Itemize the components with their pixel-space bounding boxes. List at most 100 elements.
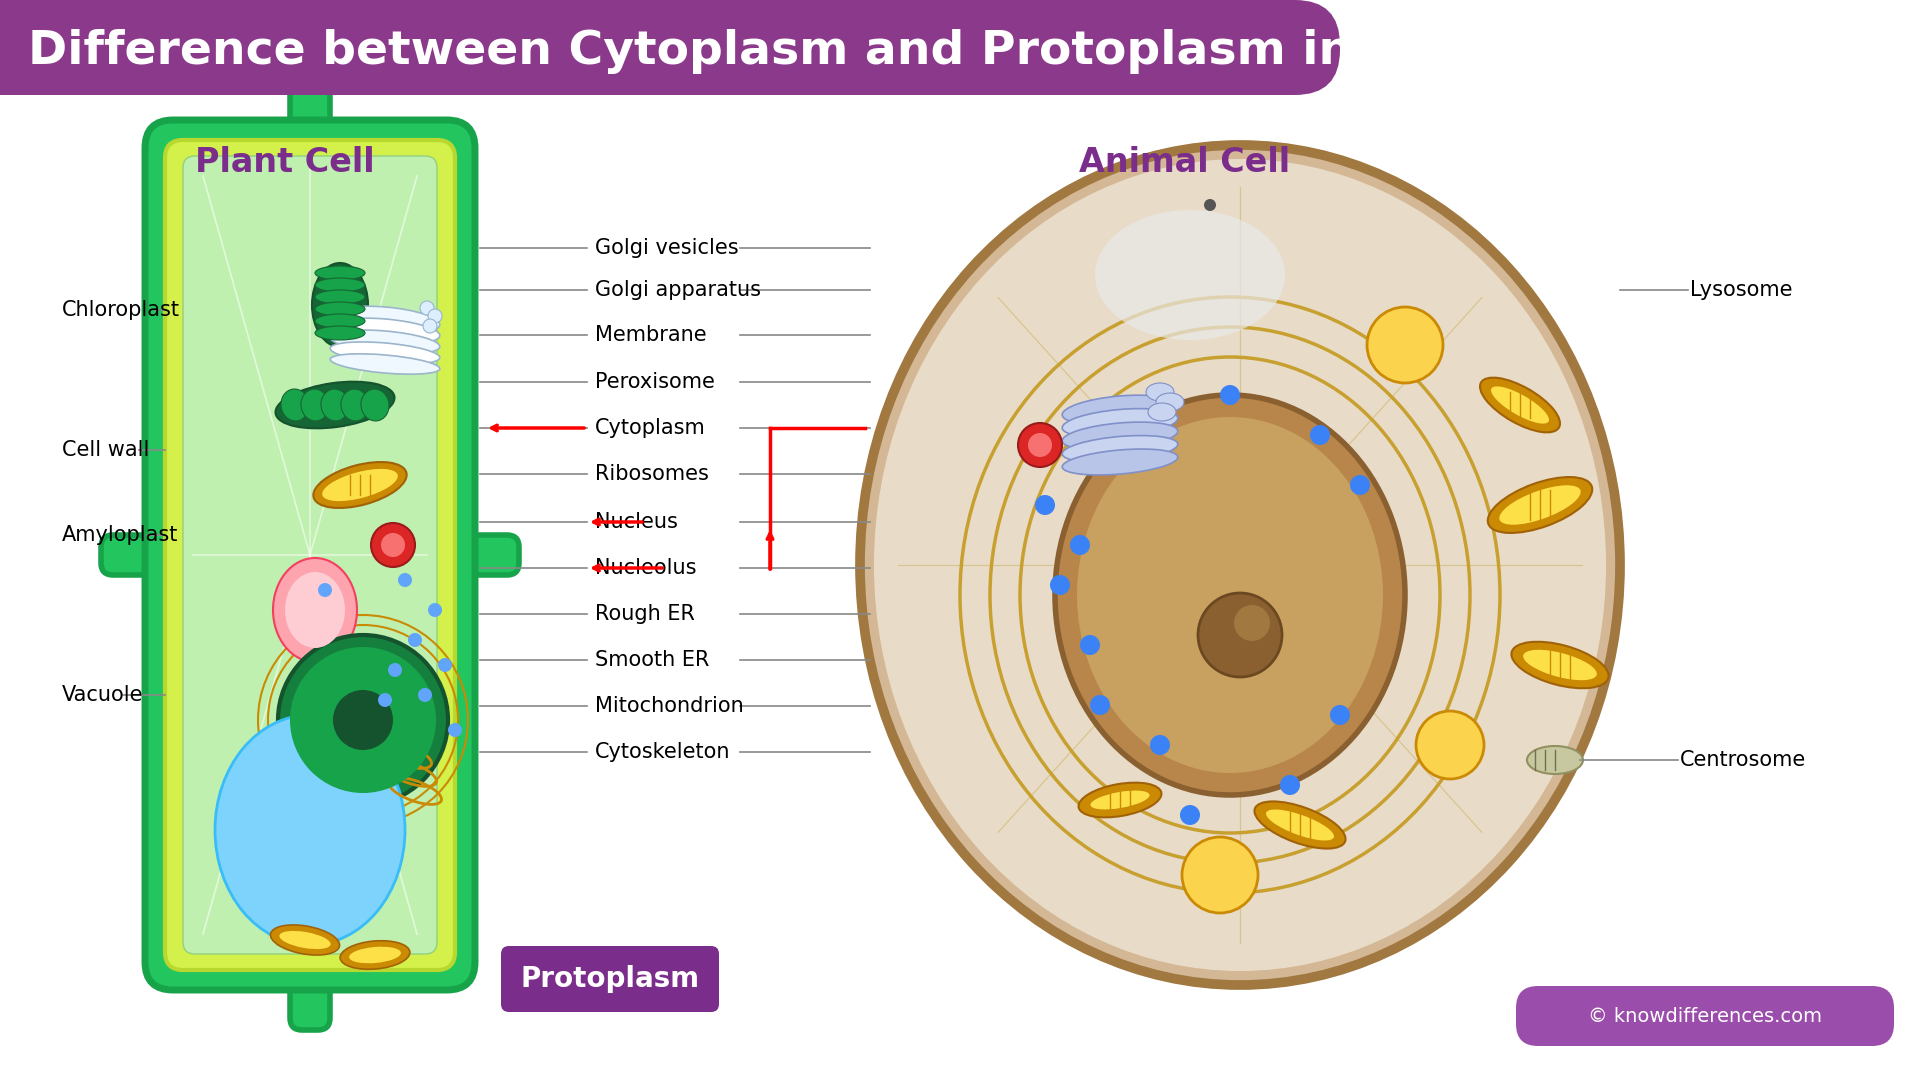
Ellipse shape: [1146, 383, 1173, 401]
Circle shape: [447, 723, 463, 737]
Circle shape: [1079, 635, 1100, 654]
Circle shape: [1069, 535, 1091, 555]
Text: Nucleolus: Nucleolus: [595, 558, 697, 578]
Ellipse shape: [874, 159, 1605, 971]
Circle shape: [380, 534, 405, 557]
Ellipse shape: [278, 931, 330, 949]
Circle shape: [319, 583, 332, 597]
Text: Nucleus: Nucleus: [595, 512, 678, 532]
Circle shape: [1331, 705, 1350, 725]
Text: Peroxisome: Peroxisome: [595, 372, 714, 392]
Ellipse shape: [349, 947, 401, 963]
Text: Plant Cell: Plant Cell: [196, 146, 374, 178]
FancyBboxPatch shape: [501, 946, 718, 1012]
Circle shape: [428, 603, 442, 617]
Circle shape: [1219, 384, 1240, 405]
Ellipse shape: [280, 389, 309, 421]
Circle shape: [438, 658, 451, 672]
Text: Smooth ER: Smooth ER: [595, 650, 708, 670]
Circle shape: [1235, 605, 1269, 642]
Text: Chloroplast: Chloroplast: [61, 300, 180, 320]
Ellipse shape: [1500, 485, 1580, 525]
Ellipse shape: [315, 278, 365, 292]
Ellipse shape: [330, 319, 440, 343]
Circle shape: [1417, 711, 1484, 779]
Text: Cytoskeleton: Cytoskeleton: [595, 742, 730, 762]
Circle shape: [378, 693, 392, 707]
Ellipse shape: [1062, 435, 1177, 462]
Circle shape: [1018, 423, 1062, 467]
Ellipse shape: [1094, 210, 1284, 340]
Ellipse shape: [1062, 449, 1177, 475]
Circle shape: [1367, 307, 1444, 383]
Text: Vacuole: Vacuole: [61, 685, 144, 705]
Ellipse shape: [330, 342, 440, 364]
FancyBboxPatch shape: [290, 976, 330, 1030]
Ellipse shape: [1511, 642, 1609, 688]
Ellipse shape: [1054, 395, 1405, 795]
Circle shape: [1181, 805, 1200, 825]
Ellipse shape: [1526, 746, 1582, 774]
Ellipse shape: [315, 302, 365, 316]
Text: Golgi apparatus: Golgi apparatus: [595, 280, 760, 300]
Ellipse shape: [315, 326, 365, 340]
Ellipse shape: [330, 307, 440, 334]
Text: Cytoplasm: Cytoplasm: [595, 418, 707, 438]
Circle shape: [407, 633, 422, 647]
Circle shape: [1091, 696, 1110, 715]
Circle shape: [422, 319, 438, 333]
Ellipse shape: [321, 389, 349, 421]
Text: Rough ER: Rough ER: [595, 604, 695, 624]
Ellipse shape: [1148, 403, 1175, 421]
Circle shape: [397, 573, 413, 588]
Ellipse shape: [1254, 801, 1346, 849]
Ellipse shape: [1480, 378, 1559, 432]
Circle shape: [1204, 199, 1215, 211]
Ellipse shape: [330, 330, 440, 354]
Circle shape: [1035, 495, 1054, 515]
FancyBboxPatch shape: [182, 156, 438, 954]
Circle shape: [1183, 837, 1258, 913]
Ellipse shape: [215, 715, 405, 945]
Text: Difference between Cytoplasm and Protoplasm in a Cell: Difference between Cytoplasm and Protopl…: [29, 29, 1517, 75]
Ellipse shape: [1492, 387, 1549, 423]
Ellipse shape: [860, 145, 1620, 985]
Ellipse shape: [1523, 650, 1597, 680]
FancyBboxPatch shape: [1517, 986, 1893, 1047]
FancyBboxPatch shape: [0, 0, 1340, 95]
Circle shape: [332, 690, 394, 750]
Ellipse shape: [1062, 408, 1177, 437]
Circle shape: [290, 647, 436, 793]
Ellipse shape: [315, 291, 365, 303]
Ellipse shape: [1156, 393, 1185, 411]
Ellipse shape: [361, 389, 390, 421]
Circle shape: [1281, 775, 1300, 795]
Ellipse shape: [1488, 477, 1592, 532]
FancyBboxPatch shape: [165, 140, 455, 970]
Circle shape: [388, 663, 401, 677]
Ellipse shape: [340, 941, 409, 969]
Circle shape: [1150, 735, 1169, 755]
Circle shape: [419, 688, 432, 702]
Ellipse shape: [1062, 422, 1177, 450]
Text: Membrane: Membrane: [595, 325, 707, 345]
Text: Lysosome: Lysosome: [1690, 280, 1793, 300]
Ellipse shape: [330, 354, 440, 374]
Circle shape: [1309, 426, 1331, 445]
Ellipse shape: [275, 381, 394, 429]
Text: © knowdifferences.com: © knowdifferences.com: [1588, 1007, 1822, 1026]
Ellipse shape: [301, 389, 328, 421]
Text: Ribosomes: Ribosomes: [595, 464, 708, 484]
FancyBboxPatch shape: [102, 535, 156, 575]
Ellipse shape: [271, 924, 340, 955]
Circle shape: [278, 635, 447, 805]
Text: Protoplasm: Protoplasm: [520, 966, 699, 993]
Ellipse shape: [284, 572, 346, 648]
FancyBboxPatch shape: [465, 535, 518, 575]
Ellipse shape: [311, 264, 369, 347]
Ellipse shape: [1265, 810, 1334, 840]
Circle shape: [1050, 575, 1069, 595]
Circle shape: [428, 309, 442, 323]
Ellipse shape: [342, 389, 369, 421]
Ellipse shape: [273, 558, 357, 662]
